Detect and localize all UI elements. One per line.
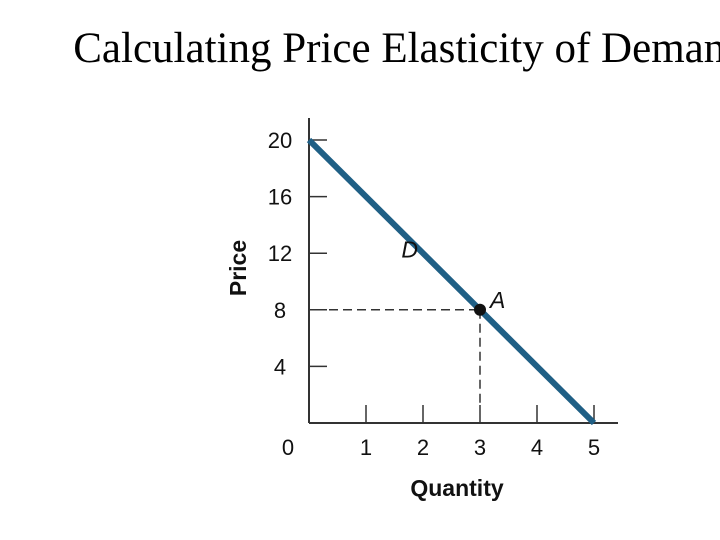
- origin-label: 0: [282, 435, 294, 460]
- chart-title: Calculating Price Elasticity of Demand: [73, 25, 720, 72]
- x-tick-label-0: 1: [360, 435, 372, 460]
- y-ticks: 4 8 12 16 20: [268, 128, 327, 379]
- point-A: [474, 303, 486, 316]
- y-tick-label-2: 12: [268, 241, 292, 266]
- series-group: D: [306, 137, 597, 426]
- x-tick-label-2: 3: [474, 435, 486, 460]
- y-tick-label-1: 8: [274, 298, 286, 323]
- y-tick-label-3: 16: [268, 185, 292, 210]
- dashed-guides: [329, 309, 481, 405]
- y-tick-label-4: 20: [268, 128, 292, 153]
- y-tick-label-0: 4: [274, 354, 286, 379]
- x-tick-label-1: 2: [417, 435, 429, 460]
- series-label-D: D: [401, 237, 418, 263]
- points-group: A: [474, 287, 505, 316]
- y-axis-label: Price: [225, 240, 251, 296]
- x-ticks: 1 2 3 4 5: [360, 405, 600, 460]
- axes: [308, 118, 618, 424]
- x-tick-label-4: 5: [588, 435, 600, 460]
- x-axis-label: Quantity: [410, 475, 503, 501]
- point-label-A: A: [488, 287, 505, 313]
- x-tick-label-3: 4: [531, 435, 543, 460]
- series-line-D: [306, 137, 597, 426]
